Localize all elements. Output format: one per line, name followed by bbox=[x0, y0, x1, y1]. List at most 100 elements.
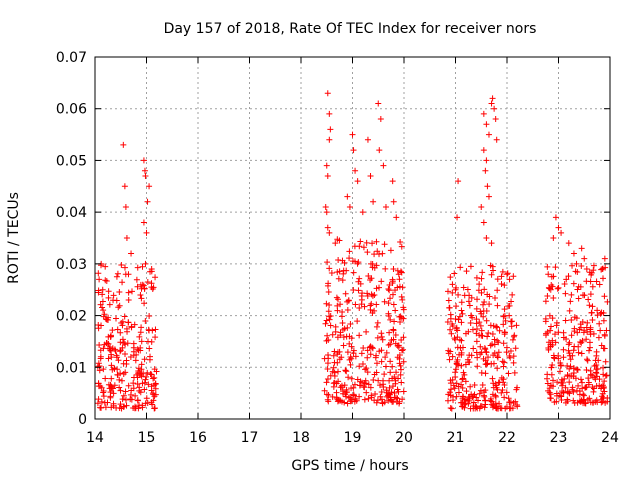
data-point bbox=[599, 382, 606, 389]
data-point bbox=[483, 308, 490, 315]
data-point bbox=[321, 387, 328, 394]
data-point bbox=[454, 214, 461, 221]
data-point bbox=[345, 374, 352, 381]
data-point bbox=[326, 265, 333, 272]
data-point bbox=[131, 321, 138, 328]
y-tick-label: 0.06 bbox=[56, 102, 87, 118]
data-point bbox=[594, 307, 601, 314]
data-point bbox=[382, 354, 389, 361]
data-point bbox=[480, 313, 487, 320]
data-point bbox=[581, 255, 588, 262]
data-point bbox=[142, 260, 149, 267]
data-point bbox=[339, 308, 346, 315]
data-point bbox=[492, 382, 499, 389]
data-point bbox=[142, 317, 149, 324]
data-point bbox=[143, 229, 150, 236]
data-point bbox=[508, 323, 515, 330]
data-point bbox=[350, 147, 357, 154]
data-point bbox=[331, 348, 338, 355]
data-point bbox=[464, 356, 471, 363]
data-point bbox=[470, 345, 477, 352]
data-point bbox=[452, 286, 459, 293]
data-point bbox=[394, 284, 401, 291]
data-point bbox=[385, 286, 392, 293]
data-point bbox=[105, 294, 112, 301]
data-point bbox=[120, 392, 127, 399]
data-point bbox=[569, 384, 576, 391]
data-point bbox=[130, 340, 137, 347]
data-point bbox=[601, 378, 608, 385]
x-axis-label: GPS time / hours bbox=[291, 458, 408, 474]
data-point bbox=[501, 282, 508, 289]
data-point bbox=[560, 354, 567, 361]
data-point bbox=[324, 224, 331, 231]
data-point bbox=[396, 313, 403, 320]
data-point bbox=[377, 393, 384, 400]
data-point bbox=[583, 336, 590, 343]
data-point bbox=[106, 301, 113, 308]
data-point bbox=[135, 368, 142, 375]
data-point bbox=[578, 263, 585, 270]
data-point bbox=[128, 250, 135, 257]
data-point bbox=[545, 339, 552, 346]
data-point bbox=[394, 395, 401, 402]
data-point bbox=[392, 307, 399, 314]
data-point bbox=[544, 380, 551, 387]
data-point bbox=[390, 265, 397, 272]
data-point bbox=[560, 346, 567, 353]
data-point bbox=[585, 296, 592, 303]
data-point bbox=[105, 355, 112, 362]
data-point bbox=[393, 394, 400, 401]
data-point bbox=[473, 274, 480, 281]
data-point bbox=[474, 296, 481, 303]
data-point bbox=[578, 339, 585, 346]
data-point bbox=[501, 329, 508, 336]
data-point bbox=[99, 291, 106, 298]
data-point bbox=[547, 286, 554, 293]
data-point bbox=[367, 306, 374, 313]
data-point bbox=[567, 356, 574, 363]
data-point bbox=[356, 332, 363, 339]
data-point bbox=[588, 309, 595, 316]
data-point bbox=[133, 351, 140, 358]
data-point bbox=[330, 352, 337, 359]
data-point bbox=[487, 262, 494, 269]
data-point bbox=[116, 384, 123, 391]
data-point bbox=[586, 339, 593, 346]
data-point bbox=[354, 376, 361, 383]
data-point bbox=[340, 342, 347, 349]
data-point bbox=[581, 327, 588, 334]
data-point bbox=[116, 302, 123, 309]
data-point bbox=[138, 295, 145, 302]
data-point bbox=[389, 178, 396, 185]
data-point bbox=[508, 298, 515, 305]
y-tick-label: 0 bbox=[78, 412, 87, 428]
data-point bbox=[510, 273, 517, 280]
data-point bbox=[386, 384, 393, 391]
data-point bbox=[573, 387, 580, 394]
data-point bbox=[343, 389, 350, 396]
data-point bbox=[139, 263, 146, 270]
data-point bbox=[329, 393, 336, 400]
data-point bbox=[578, 350, 585, 357]
data-point bbox=[447, 274, 454, 281]
data-point bbox=[400, 315, 407, 322]
data-point bbox=[356, 393, 363, 400]
data-point bbox=[396, 283, 403, 290]
data-point bbox=[571, 343, 578, 350]
data-point bbox=[451, 335, 458, 342]
data-point bbox=[334, 368, 341, 375]
data-point bbox=[455, 178, 462, 185]
data-point bbox=[454, 334, 461, 341]
data-point bbox=[599, 266, 606, 273]
data-point bbox=[130, 348, 137, 355]
data-point bbox=[547, 391, 554, 398]
data-point bbox=[595, 334, 602, 341]
data-point bbox=[108, 354, 115, 361]
data-point bbox=[459, 375, 466, 382]
data-point bbox=[138, 338, 145, 345]
data-point bbox=[569, 262, 576, 269]
data-point bbox=[492, 393, 499, 400]
data-point bbox=[489, 375, 496, 382]
